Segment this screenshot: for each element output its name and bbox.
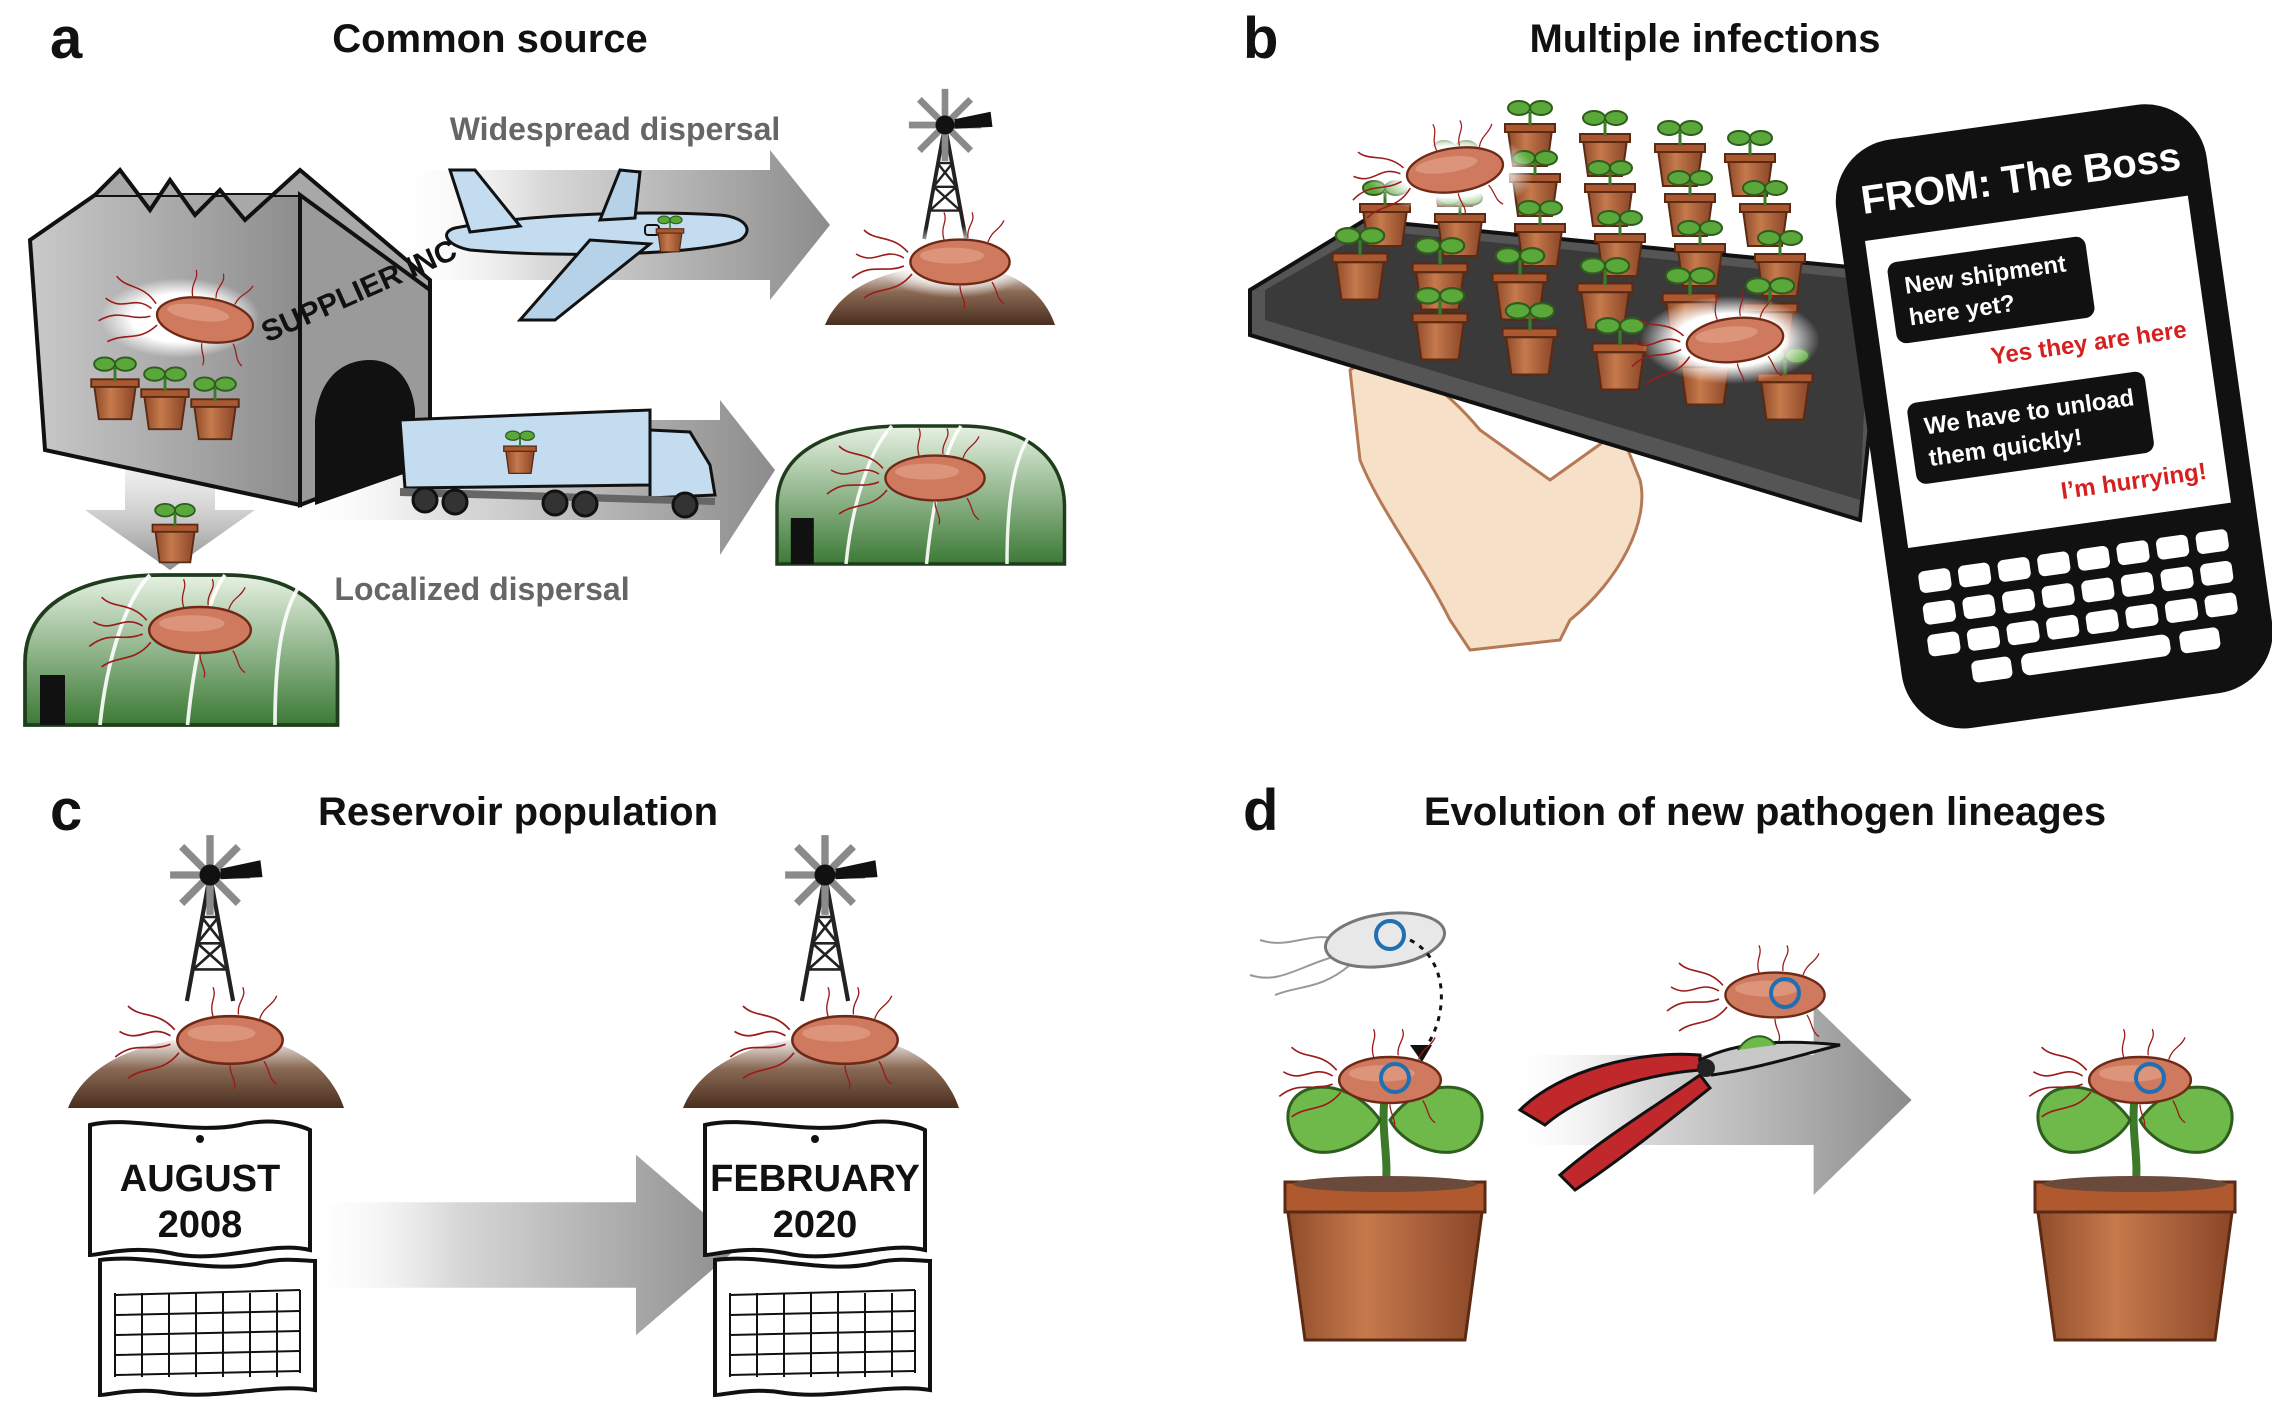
donor-bacterium (1249, 911, 1447, 1062)
calendar-2-year: 2020 (773, 1204, 858, 1246)
panel-b-letter: b (1243, 6, 1278, 71)
panel-c-title: Reservoir population (318, 790, 718, 834)
panel-a: a Common source Widespread dispersal Loc… (23, 6, 1067, 727)
bacterium-d-mid (1665, 944, 1826, 1043)
panel-a-letter: a (50, 6, 83, 71)
windmill-c2 (683, 835, 959, 1108)
panel-d: d Evolution of new pathogen lineages (1243, 778, 2235, 1340)
panel-c: c Reservoir population AUGUST 2008 FEBRU… (50, 778, 959, 1397)
panel-b: b Multiple infections (1243, 6, 2272, 729)
calendar-2-month: FEBRUARY (710, 1158, 920, 1200)
truck-icon (398, 408, 717, 519)
plant-1 (1278, 1027, 1485, 1340)
localized-label: Localized dispersal (334, 571, 629, 607)
calendar-1-month: AUGUST (120, 1158, 280, 1200)
panel-d-letter: d (1243, 778, 1278, 843)
calendar-1-year: 2008 (158, 1204, 243, 1246)
phone: FROM: The Boss New shipment here yet? Ye… (1835, 104, 2272, 729)
calendar-2: FEBRUARY 2020 (703, 1119, 932, 1397)
panel-b-title: Multiple infections (1529, 17, 1880, 61)
widespread-label: Widespread dispersal (450, 111, 781, 147)
panel-c-letter: c (50, 778, 82, 843)
phone-keyboard (1918, 529, 2238, 683)
factory: SUPPLIER INC (27, 166, 462, 508)
windmill-c1 (67, 835, 344, 1108)
panel-d-title: Evolution of new pathogen lineages (1424, 790, 2106, 834)
greenhouse-left (23, 573, 340, 727)
greenhouse-right (775, 424, 1067, 566)
bacterium-b1 (1342, 114, 1535, 231)
calendar-1: AUGUST 2008 (88, 1119, 317, 1397)
windmill-a (825, 89, 1055, 325)
panel-a-title: Common source (332, 17, 648, 61)
plant-2 (2028, 1027, 2235, 1340)
bacterium-b2 (1624, 285, 1820, 398)
seedling-icon (151, 502, 199, 564)
pruners-icon (1517, 1035, 1841, 1192)
airplane-icon (445, 168, 749, 322)
time-arrow (300, 1154, 741, 1336)
